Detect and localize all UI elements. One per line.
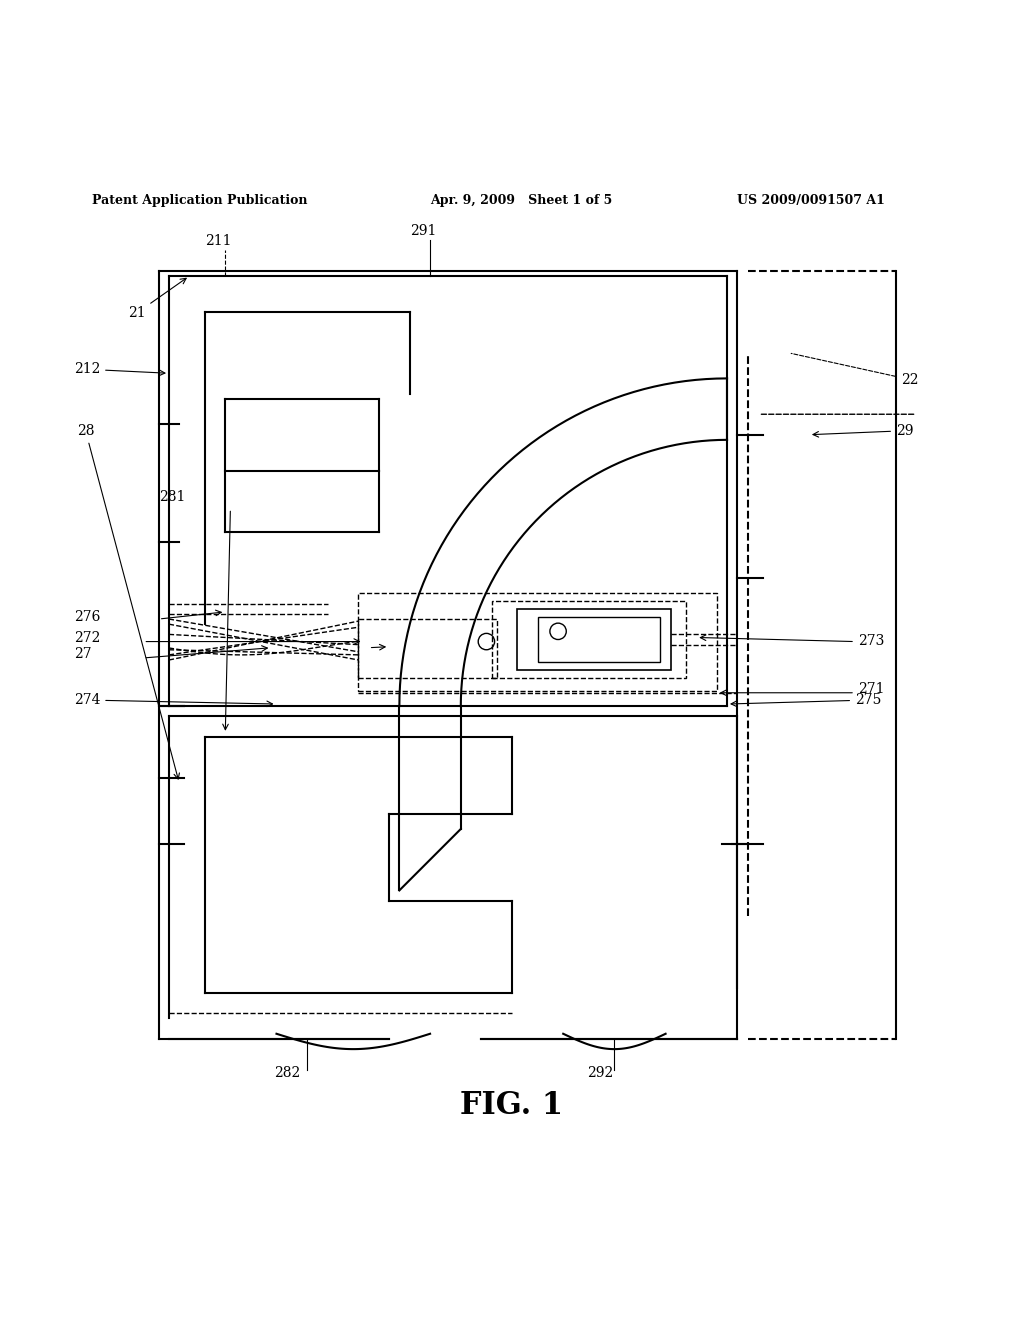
Text: 282: 282	[274, 1065, 301, 1080]
Text: 271: 271	[858, 681, 885, 696]
Text: 274: 274	[74, 693, 272, 708]
Text: 273: 273	[858, 634, 885, 648]
Text: 292: 292	[587, 1065, 613, 1080]
Bar	[358, 594, 717, 690]
Bar	[492, 601, 686, 678]
Bar	[517, 609, 671, 671]
Bar	[358, 619, 497, 678]
Text: 281: 281	[159, 490, 185, 504]
Text: 29: 29	[813, 424, 913, 438]
Text: US 2009/0091507 A1: US 2009/0091507 A1	[737, 194, 885, 207]
Text: 27: 27	[74, 647, 91, 661]
Text: Apr. 9, 2009   Sheet 1 of 5: Apr. 9, 2009 Sheet 1 of 5	[430, 194, 612, 207]
Text: 211: 211	[205, 234, 231, 248]
Text: 212: 212	[74, 362, 165, 376]
Text: FIG. 1: FIG. 1	[461, 1090, 563, 1121]
Text: 275: 275	[731, 693, 882, 708]
Text: 22: 22	[792, 354, 919, 387]
Bar	[538, 616, 660, 663]
Text: 21: 21	[128, 279, 186, 319]
Text: 272: 272	[74, 631, 100, 644]
Text: 291: 291	[410, 224, 436, 238]
Text: 28: 28	[77, 424, 179, 779]
Text: 276: 276	[74, 610, 100, 624]
Text: Patent Application Publication: Patent Application Publication	[92, 194, 307, 207]
